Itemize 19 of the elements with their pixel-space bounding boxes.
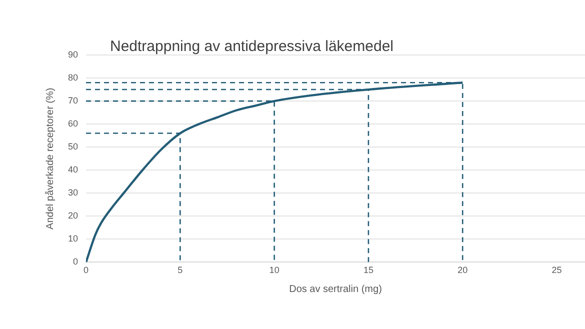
y-tick-label: 70 xyxy=(68,96,78,106)
y-tick-label: 60 xyxy=(68,118,78,129)
y-tick-label: 0 xyxy=(72,256,78,267)
y-axis-title: Andel påverkade receptorer (%) xyxy=(44,88,56,230)
chart-title: Nedtrappning av antidepressiva läkemedel xyxy=(110,38,394,55)
y-tick-label: 30 xyxy=(68,188,78,198)
y-tick-label: 50 xyxy=(68,142,78,152)
x-tick-label: 20 xyxy=(458,265,468,276)
y-tick-label: 20 xyxy=(68,210,78,221)
x-axis-title: Dos av sertralin (mg) xyxy=(289,284,382,295)
y-tick-label: 80 xyxy=(68,72,78,83)
y-tick-label: 90 xyxy=(68,49,78,60)
x-tick-label: 0 xyxy=(84,265,89,276)
x-tick-label: 5 xyxy=(178,265,183,276)
x-tick-label: 10 xyxy=(269,265,280,276)
y-tick-label: 10 xyxy=(68,234,78,244)
x-tick-label: 25 xyxy=(552,265,562,276)
x-tick-label: 15 xyxy=(363,265,374,276)
y-tick-label: 40 xyxy=(68,164,78,175)
